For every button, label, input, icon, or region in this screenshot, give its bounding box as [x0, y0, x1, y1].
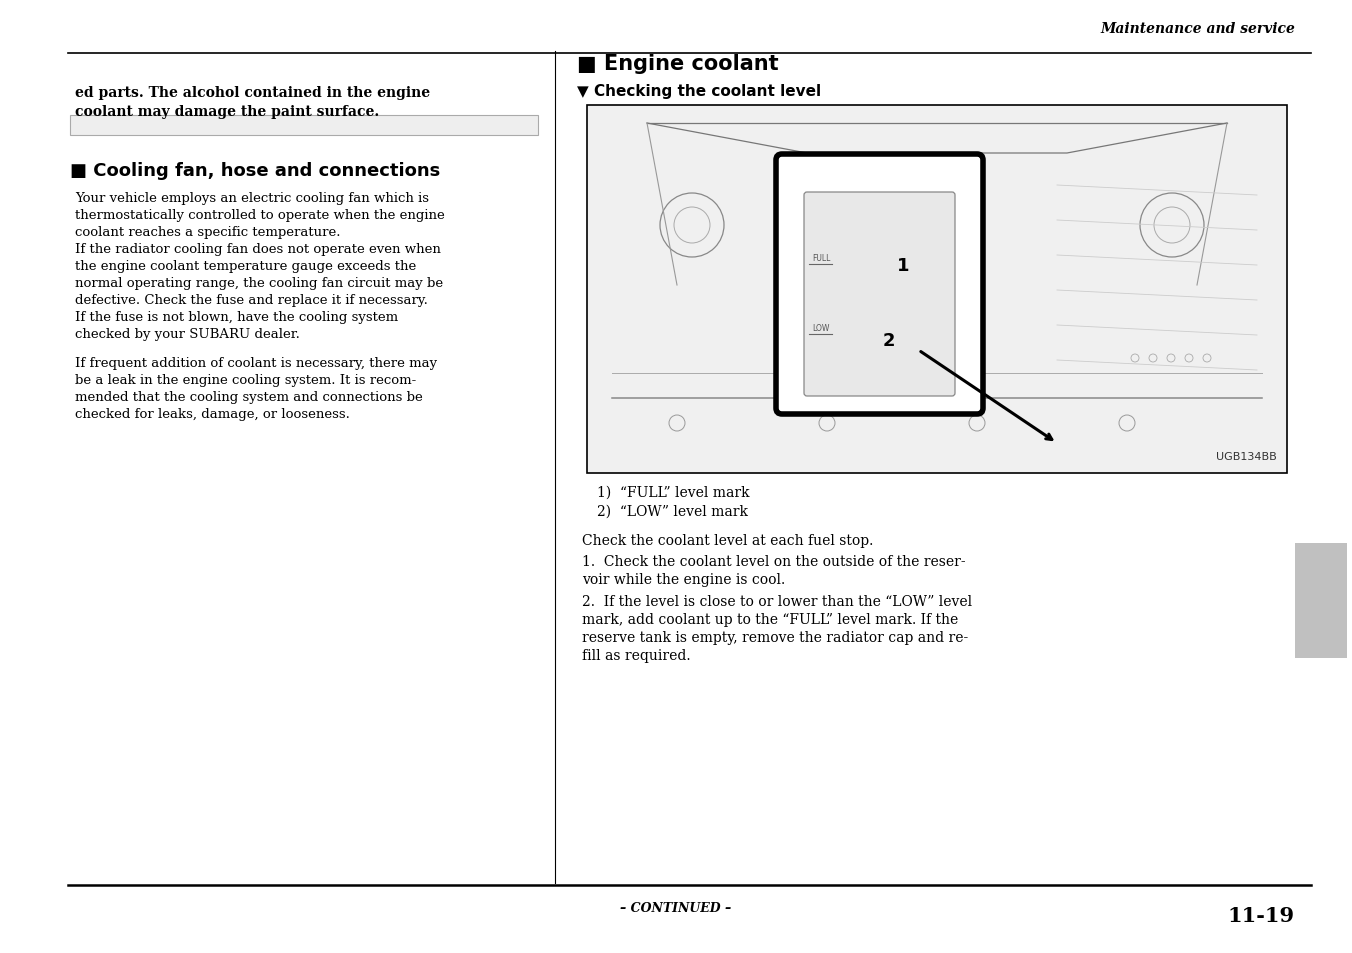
Text: If the fuse is not blown, have the cooling system: If the fuse is not blown, have the cooli… — [74, 311, 397, 324]
Text: ■ Engine coolant: ■ Engine coolant — [577, 54, 779, 74]
Text: voir while the engine is cool.: voir while the engine is cool. — [581, 573, 786, 586]
Text: ed parts. The alcohol contained in the engine: ed parts. The alcohol contained in the e… — [74, 86, 430, 100]
Text: mended that the cooling system and connections be: mended that the cooling system and conne… — [74, 391, 423, 403]
Text: FULL: FULL — [813, 254, 830, 263]
Text: Check the coolant level at each fuel stop.: Check the coolant level at each fuel sto… — [581, 534, 873, 547]
Text: If the radiator cooling fan does not operate even when: If the radiator cooling fan does not ope… — [74, 243, 441, 255]
Text: mark, add coolant up to the “FULL” level mark. If the: mark, add coolant up to the “FULL” level… — [581, 613, 959, 626]
FancyBboxPatch shape — [804, 193, 955, 396]
Text: checked by your SUBARU dealer.: checked by your SUBARU dealer. — [74, 328, 300, 340]
Text: checked for leaks, damage, or looseness.: checked for leaks, damage, or looseness. — [74, 408, 350, 420]
Bar — [70, 116, 538, 136]
Text: be a leak in the engine cooling system. It is recom-: be a leak in the engine cooling system. … — [74, 374, 416, 387]
Text: UGB134BB: UGB134BB — [1217, 452, 1278, 461]
Text: Your vehicle employs an electric cooling fan which is: Your vehicle employs an electric cooling… — [74, 192, 429, 205]
Text: 1: 1 — [896, 256, 909, 274]
Text: the engine coolant temperature gauge exceeds the: the engine coolant temperature gauge exc… — [74, 260, 416, 273]
Text: 1)  “FULL” level mark: 1) “FULL” level mark — [598, 485, 749, 499]
Text: thermostatically controlled to operate when the engine: thermostatically controlled to operate w… — [74, 209, 445, 222]
Text: 2)  “LOW” level mark: 2) “LOW” level mark — [598, 504, 748, 518]
Text: normal operating range, the cooling fan circuit may be: normal operating range, the cooling fan … — [74, 276, 443, 290]
Text: ■ Cooling fan, hose and connections: ■ Cooling fan, hose and connections — [70, 162, 441, 180]
FancyBboxPatch shape — [776, 154, 983, 415]
Text: 11-19: 11-19 — [1228, 905, 1295, 925]
Bar — [1295, 543, 1347, 659]
Text: reserve tank is empty, remove the radiator cap and re-: reserve tank is empty, remove the radiat… — [581, 630, 968, 644]
Text: Maintenance and service: Maintenance and service — [1101, 22, 1295, 36]
Text: 1.  Check the coolant level on the outside of the reser-: 1. Check the coolant level on the outsid… — [581, 555, 965, 568]
Text: 2.  If the level is close to or lower than the “LOW” level: 2. If the level is close to or lower tha… — [581, 595, 972, 608]
Text: ▼ Checking the coolant level: ▼ Checking the coolant level — [577, 84, 821, 99]
Text: – CONTINUED –: – CONTINUED – — [621, 901, 731, 914]
Text: coolant reaches a specific temperature.: coolant reaches a specific temperature. — [74, 226, 341, 239]
Text: If frequent addition of coolant is necessary, there may: If frequent addition of coolant is neces… — [74, 356, 437, 370]
Text: 2: 2 — [883, 332, 895, 350]
Text: coolant may damage the paint surface.: coolant may damage the paint surface. — [74, 105, 380, 119]
Bar — [587, 106, 1287, 474]
Text: defective. Check the fuse and replace it if necessary.: defective. Check the fuse and replace it… — [74, 294, 427, 307]
Text: LOW: LOW — [813, 323, 829, 333]
Text: fill as required.: fill as required. — [581, 648, 691, 662]
